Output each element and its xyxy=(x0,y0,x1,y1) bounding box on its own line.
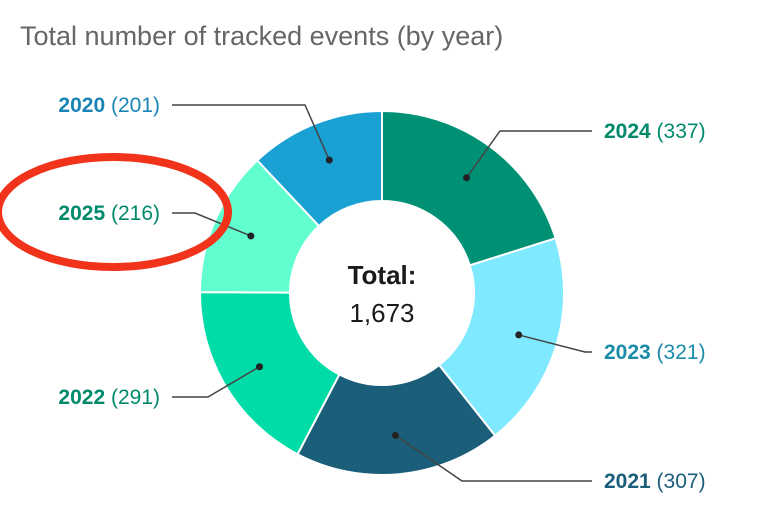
chart-title: Total number of tracked events (by year) xyxy=(20,21,503,51)
leader-dot-2022 xyxy=(255,363,263,371)
slice-label-2021: 2021 (307) xyxy=(604,470,706,493)
leader-line-2020 xyxy=(172,104,330,161)
slice-label-2025: 2025 (216) xyxy=(58,202,160,225)
leader-line-2025 xyxy=(172,212,252,237)
slice-label-value-2023: (321) xyxy=(651,341,706,364)
leader-line-2024 xyxy=(465,130,592,179)
slice-label-year-2025: 2025 xyxy=(58,202,105,225)
slice-2024 xyxy=(381,109,557,267)
slice-label-2023: 2023 (321) xyxy=(604,341,706,364)
slice-2022 xyxy=(199,291,341,456)
slices-group xyxy=(198,109,565,476)
slice-label-year-2024: 2024 xyxy=(604,120,651,143)
leader-dot-2020 xyxy=(325,156,333,164)
slice-label-value-2025: (216) xyxy=(105,202,160,225)
slice-label-value-2024: (337) xyxy=(651,120,706,143)
slice-label-year-2022: 2022 xyxy=(58,386,105,409)
slice-label-year-2023: 2023 xyxy=(604,341,651,364)
leader-dot-2024 xyxy=(463,174,471,182)
highlight-ellipse xyxy=(0,153,232,271)
slice-label-year-2021: 2021 xyxy=(604,470,651,493)
slice-2023 xyxy=(437,237,565,438)
leader-line-2022 xyxy=(172,366,260,398)
center-total-value: 1,673 xyxy=(349,298,414,328)
leader-dot-2023 xyxy=(515,331,523,339)
leader-line-2021 xyxy=(394,434,592,482)
slice-2021 xyxy=(296,363,497,476)
slice-label-2022: 2022 (291) xyxy=(58,386,160,409)
center-total-label: Total: xyxy=(348,260,417,290)
slice-label-2024: 2024 (337) xyxy=(604,120,706,143)
slice-2020 xyxy=(255,109,383,228)
leader-dot-2021 xyxy=(391,431,399,439)
leader-dot-2025 xyxy=(247,232,255,240)
slice-label-value-2020: (201) xyxy=(105,94,160,117)
slice-labels-group: 2024 (337) 2023 (321) 2021 (307) 2022 (291)… xyxy=(58,94,705,493)
slice-label-value-2022: (291) xyxy=(105,386,160,409)
slice-label-year-2020: 2020 xyxy=(58,94,105,117)
slice-label-value-2021: (307) xyxy=(651,470,706,493)
annotation-group xyxy=(0,153,232,271)
slice-label-2020: 2020 (201) xyxy=(58,94,160,117)
leader-line-2023 xyxy=(518,334,592,353)
leader-lines-group xyxy=(172,104,592,482)
